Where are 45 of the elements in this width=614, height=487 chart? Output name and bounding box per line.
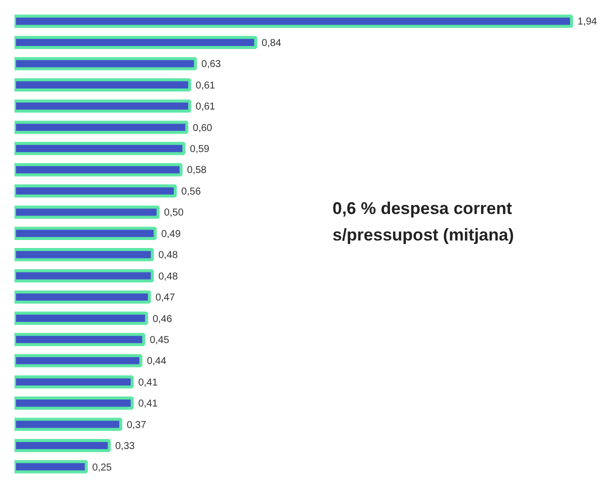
data-label: 0,37 [126,420,147,431]
bar [14,248,154,262]
bar [14,36,258,50]
data-label: 0,45 [150,334,170,346]
bar [14,57,197,70]
bar [14,438,111,452]
data-label: 0,63 [201,59,222,70]
bar [14,206,160,219]
bar [14,163,183,176]
data-label: 0,56 [181,186,202,198]
bar [14,460,88,474]
data-label: 0,84 [262,38,282,49]
bar [14,418,122,431]
data-label: 1,94 [578,16,598,28]
bar [14,78,192,92]
bar [14,354,142,368]
bar [14,100,192,113]
bar [14,312,148,325]
bar [14,14,574,28]
data-label: 0,61 [196,80,216,92]
bar [14,120,188,134]
data-label: 0,48 [158,271,178,282]
data-label: 0,60 [192,122,213,134]
bar [14,184,177,198]
bar [14,226,157,240]
annotation: 0,6 % despesa corrent s/pressupost (mitjana) [332,198,514,244]
data-label: 0,41 [138,398,158,410]
data-label: 0,25 [92,462,112,474]
data-label: 0,47 [155,292,176,304]
bar [14,396,134,410]
bar [14,290,151,304]
bar [14,142,186,156]
data-label: 0,33 [115,441,136,452]
data-label: 0,61 [196,102,216,113]
data-label: 0,50 [164,208,184,219]
bar [14,269,154,282]
bar [14,332,146,346]
bar [14,375,134,388]
data-label: 0,46 [152,314,172,325]
data-label: 0,58 [187,165,207,176]
data-label: 0,44 [146,356,167,368]
data-label: 0,48 [158,250,178,262]
data-label: 0,59 [190,144,210,156]
data-label: 0,41 [138,377,158,388]
data-label: 0,49 [161,228,182,240]
